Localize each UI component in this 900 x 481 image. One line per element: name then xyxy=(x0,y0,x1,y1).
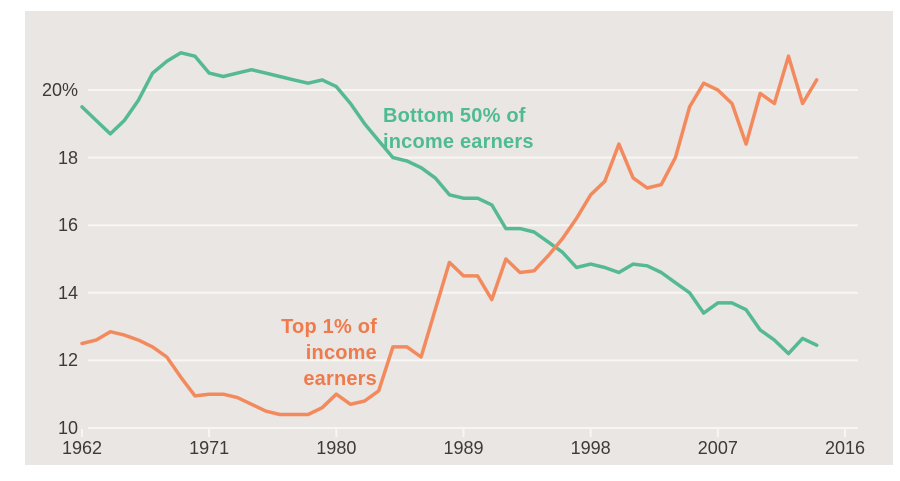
plot-area xyxy=(25,11,893,465)
series-label-top1-line1: Top 1% of xyxy=(281,316,377,338)
series-label-bottom50: Bottom 50% of income earners xyxy=(383,103,534,155)
x-axis-tick-label: 1989 xyxy=(443,438,484,458)
series-label-top1-line2: income earners xyxy=(303,342,377,390)
y-axis-tick-label: 20% xyxy=(41,80,78,100)
y-axis-tick-label: 16 xyxy=(57,215,78,236)
series-label-bottom50-line2: income earners xyxy=(383,131,534,153)
y-axis-tick-label: 14 xyxy=(57,282,78,303)
y-axis-tick-label: 12 xyxy=(57,350,78,371)
x-axis-tick-label: 2007 xyxy=(697,438,738,458)
series-label-top1: Top 1% of income earners xyxy=(227,314,377,392)
bottom50-line xyxy=(80,51,819,356)
x-axis-tick-label: 2016 xyxy=(824,438,866,458)
top1-line xyxy=(80,54,819,417)
x-axis-tick-label: 1980 xyxy=(316,438,357,458)
x-axis-tick-label: 1998 xyxy=(570,438,611,458)
x-axis-tick-label: 1971 xyxy=(189,438,230,458)
y-axis-tick-label: 18 xyxy=(57,147,78,168)
y-axis-tick-label: 10 xyxy=(57,418,78,438)
series-label-bottom50-line1: Bottom 50% of xyxy=(383,105,526,127)
x-axis-tick-label: 1962 xyxy=(61,438,103,458)
